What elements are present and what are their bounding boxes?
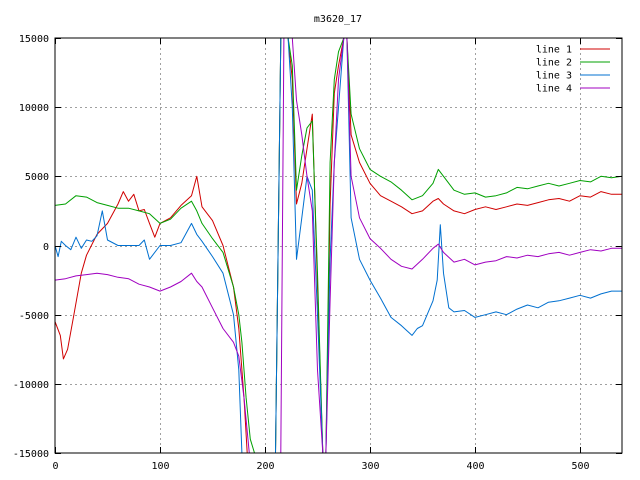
series-line-3 (55, 38, 622, 453)
grid (55, 38, 622, 453)
x-tick-label: 400 (466, 461, 484, 472)
axis-ticks: 0 100 200 300 400 500 -15000 -10000 -5000 0 5000 10… (13, 34, 622, 472)
series-line-4 (55, 38, 622, 453)
legend-label-1: line 1 (536, 45, 572, 56)
legend-label-4: line 4 (536, 84, 572, 95)
x-tick-label: 200 (256, 461, 274, 472)
legend: line 1 line 2 line 3 line 4 (536, 45, 610, 95)
legend-label-2: line 2 (536, 58, 572, 69)
chart-title: m3620_17 (314, 14, 362, 25)
y-tick-label: 0 (43, 242, 49, 253)
x-tick-label: 500 (571, 461, 589, 472)
y-tick-label: -10000 (13, 380, 49, 391)
legend-label-3: line 3 (536, 71, 572, 82)
series-line-1 (55, 38, 622, 453)
y-tick-label: 15000 (19, 34, 49, 45)
x-tick-label: 100 (151, 461, 169, 472)
y-tick-label: -15000 (13, 449, 49, 460)
y-tick-label: -5000 (19, 311, 49, 322)
plot-series (55, 38, 622, 453)
y-tick-label: 10000 (19, 103, 49, 114)
x-tick-label: 300 (361, 461, 379, 472)
series-line-2 (55, 38, 622, 453)
plot-frame (54, 37, 623, 454)
x-tick-label: 0 (52, 461, 58, 472)
y-tick-label: 5000 (25, 172, 49, 183)
